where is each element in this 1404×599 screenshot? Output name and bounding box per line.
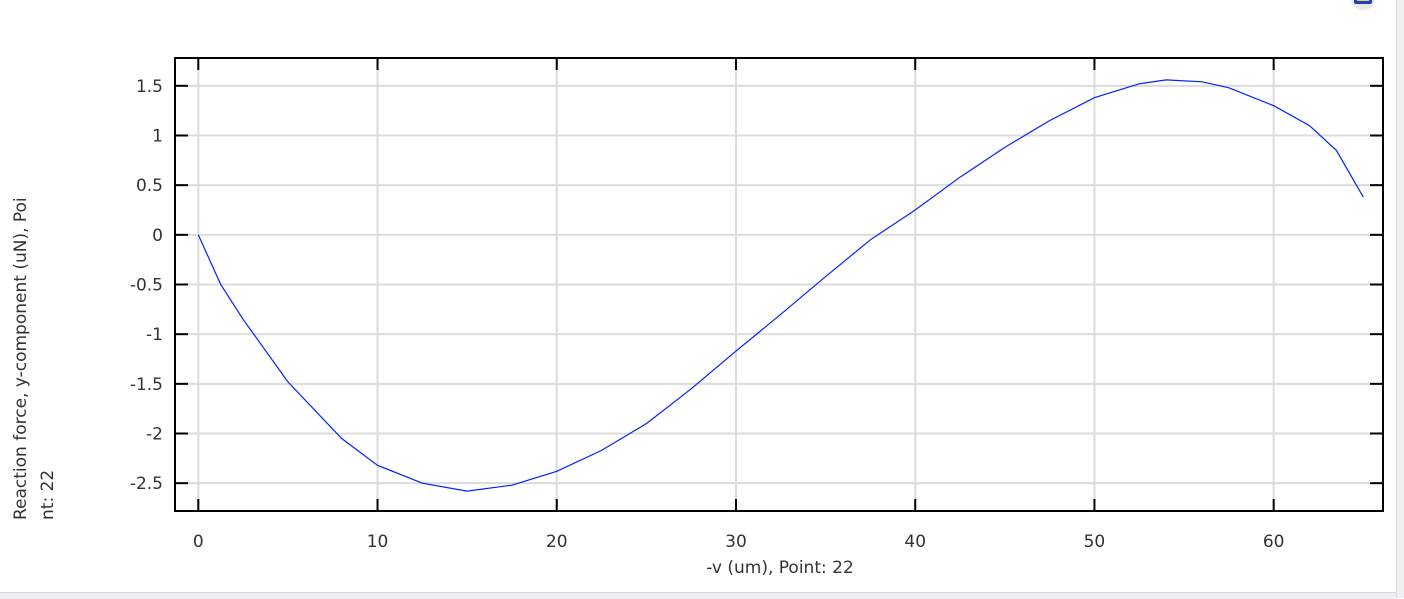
x-tick-label: 50 — [1084, 532, 1106, 552]
y-tick-label: -1 — [146, 325, 163, 345]
x-tick-label: 10 — [367, 532, 389, 552]
y-tick-label: 0.5 — [136, 176, 163, 196]
x-tick-label: 40 — [904, 532, 926, 552]
x-tick-label: 0 — [193, 532, 204, 552]
x-tick-label: 20 — [546, 532, 568, 552]
plot-frame — [174, 57, 1384, 512]
x-tick-label: 30 — [725, 532, 747, 552]
y-tick-label: -0.5 — [130, 276, 163, 296]
plot-window-icon[interactable] — [1350, 0, 1376, 12]
data-series-line — [197, 79, 1364, 492]
window-edge — [1396, 0, 1404, 598]
x-axis-label: -v (um), Point: 22 — [706, 558, 854, 578]
y-tick-label: -1.5 — [130, 375, 163, 395]
window-edge-bottom — [0, 592, 1396, 599]
y-tick-label: -2.5 — [130, 474, 163, 494]
y-tick-label: 0 — [152, 226, 163, 246]
y-tick-label: -2 — [146, 425, 163, 445]
y-tick-label: 1 — [152, 126, 163, 146]
x-tick-label: 60 — [1263, 532, 1285, 552]
y-axis-label: Reaction force, y-component (uN), Poi nt… — [11, 197, 58, 520]
y-tick-label: 1.5 — [136, 77, 163, 97]
